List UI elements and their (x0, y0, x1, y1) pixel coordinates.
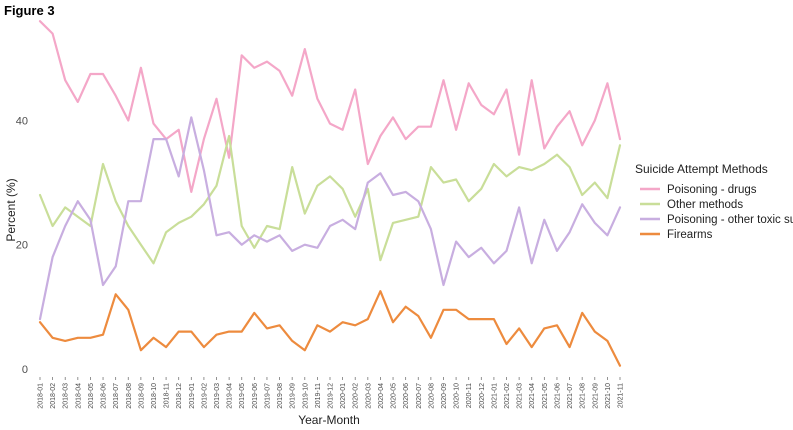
x-tick-label: 2018-11 (164, 383, 171, 408)
series-line-other-methods (38, 134, 622, 265)
x-tick-label: 2020-04 (378, 383, 385, 409)
x-axis-ticks: 2018-01 2018-02 2018-03 2018-04 2018-05 2018-… (38, 377, 625, 409)
x-tick-label: 2018-04 (75, 383, 82, 409)
legend-label: Poisoning - drugs (667, 184, 757, 196)
y-tick-label: 20 (16, 240, 28, 252)
x-tick-label: 2018-06 (101, 383, 108, 409)
plot-area (38, 20, 622, 367)
x-tick-label: 2021-08 (580, 383, 587, 409)
x-tick-label: 2019-03 (214, 383, 221, 409)
legend-label: Poisoning - other toxic sub (667, 214, 793, 226)
legend-title: Suicide Attempt Methods (635, 162, 768, 176)
x-tick-label: 2020-12 (479, 383, 486, 409)
x-tick-label: 2020-05 (391, 383, 398, 409)
x-tick-label: 2021-11 (618, 383, 625, 408)
x-tick-label: 2020-10 (454, 383, 461, 409)
legend-label: Firearms (667, 229, 713, 241)
x-tick-label: 2019-04 (227, 383, 234, 409)
legend-items: Poisoning - drugs Other methods Poisoning … (640, 184, 793, 241)
x-tick-label: 2020-06 (403, 383, 410, 409)
x-tick-label: 2021-02 (504, 383, 511, 409)
x-axis-title: Year-Month (298, 413, 360, 427)
x-tick-label: 2021-01 (491, 383, 498, 409)
x-tick-label: 2018-12 (176, 383, 183, 409)
x-tick-label: 2021-05 (542, 383, 549, 409)
x-tick-label: 2019-11 (315, 383, 322, 408)
series-line-poisoning-other-toxic-sub (38, 116, 622, 321)
x-tick-label: 2020-07 (416, 383, 423, 409)
x-tick-label: 2021-10 (605, 383, 612, 409)
figure-label: Figure 3 (4, 3, 55, 18)
x-tick-label: 2019-07 (264, 383, 271, 409)
x-tick-label: 2019-09 (290, 383, 297, 409)
x-tick-label: 2019-08 (277, 383, 284, 409)
y-axis-ticks: 0 20 40 (16, 116, 28, 376)
x-tick-label: 2019-02 (201, 383, 208, 409)
x-tick-label: 2019-05 (239, 383, 246, 409)
y-tick-label: 40 (16, 116, 28, 128)
x-tick-label: 2019-06 (252, 383, 259, 409)
x-tick-label: 2021-04 (529, 383, 536, 409)
x-tick-label: 2020-01 (340, 383, 347, 409)
x-tick-label: 2018-09 (138, 383, 145, 409)
series-line-poisoning-drugs (38, 20, 622, 193)
x-tick-label: 2018-07 (113, 383, 120, 409)
x-tick-label: 2018-05 (88, 383, 95, 409)
x-tick-label: 2018-01 (38, 383, 45, 409)
x-tick-label: 2021-03 (517, 383, 524, 409)
x-tick-label: 2018-02 (50, 383, 57, 409)
x-tick-label: 2020-03 (365, 383, 372, 409)
series-line-firearms (38, 290, 622, 367)
x-tick-label: 2021-07 (567, 383, 574, 409)
legend: Suicide Attempt Methods Poisoning - drug… (635, 162, 793, 241)
x-tick-label: 2021-09 (592, 383, 599, 409)
x-tick-label: 2019-12 (328, 383, 335, 409)
y-tick-label: 0 (22, 364, 28, 376)
x-tick-label: 2021-06 (554, 383, 561, 409)
x-tick-label: 2019-10 (302, 383, 309, 409)
x-tick-label: 2020-09 (441, 383, 448, 409)
x-tick-label: 2020-08 (428, 383, 435, 409)
legend-label: Other methods (667, 199, 743, 211)
y-axis-title: Percent (%) (4, 178, 18, 241)
x-tick-label: 2018-10 (151, 383, 158, 409)
x-tick-label: 2018-08 (126, 383, 133, 409)
x-tick-label: 2019-01 (189, 383, 196, 409)
x-tick-label: 2020-11 (466, 383, 473, 408)
x-tick-label: 2018-03 (63, 383, 70, 409)
x-tick-label: 2020-02 (353, 383, 360, 409)
